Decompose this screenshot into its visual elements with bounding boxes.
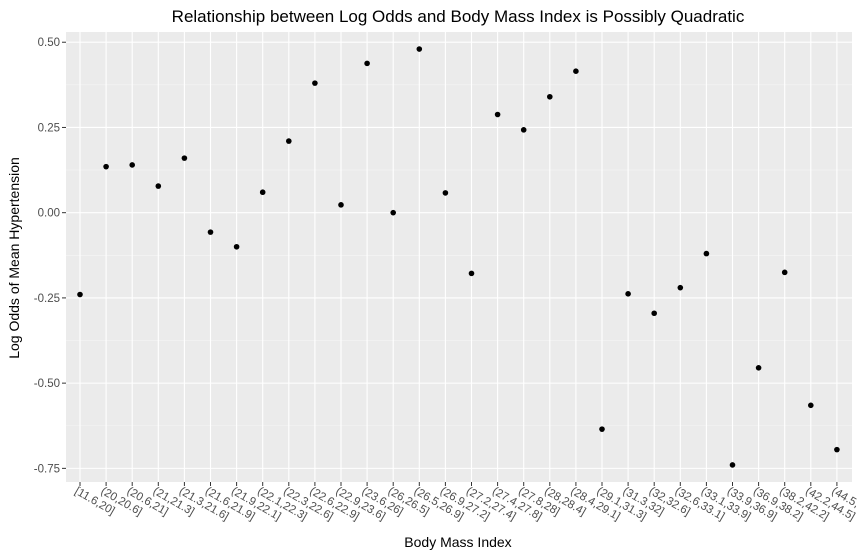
data-point [494, 111, 501, 118]
data-point [755, 364, 762, 371]
data-point [520, 127, 527, 133]
y-axis-title: Log Odds of Mean Hypertension [6, 157, 22, 359]
data-point [416, 46, 423, 52]
data-point [781, 269, 788, 276]
y-tick-label: -0.50 [34, 378, 60, 390]
data-point [677, 284, 684, 291]
data-points [77, 46, 840, 468]
data-point [834, 446, 840, 453]
chart-title: Relationship between Log Odds and Body M… [172, 7, 745, 26]
data-point [808, 402, 814, 409]
x-axis-title: Body Mass Index [404, 534, 511, 550]
y-tick-label: 0.50 [38, 37, 60, 49]
data-point [729, 462, 736, 468]
data-point [103, 163, 109, 170]
y-tick-label: 0.25 [38, 122, 60, 134]
data-point [312, 80, 318, 86]
plot-panel [66, 32, 852, 482]
data-point [573, 68, 579, 75]
data-point [286, 138, 292, 144]
x-axis: [11.6,20](20,20.6](20.6,21](21,21.3](21.… [73, 482, 861, 523]
data-point [155, 183, 162, 189]
data-point [390, 209, 397, 216]
data-point [364, 60, 370, 67]
data-point [207, 229, 214, 235]
y-axis: -0.75 -0.50 -0.25 0.00 0.25 0.50 [34, 37, 66, 475]
data-point [259, 189, 266, 196]
data-point [129, 162, 135, 168]
data-point [338, 202, 344, 208]
data-point [625, 291, 631, 297]
data-point [442, 190, 449, 196]
y-tick-label: 0.00 [38, 208, 60, 220]
data-point [77, 291, 83, 298]
data-point [468, 270, 475, 277]
data-point [233, 243, 240, 250]
data-point [651, 310, 657, 317]
y-tick-label: -0.25 [34, 293, 60, 305]
data-point [181, 155, 188, 161]
data-point [599, 426, 605, 432]
major-gridlines [66, 32, 852, 482]
y-tick-label: -0.75 [34, 463, 60, 475]
data-point [703, 250, 710, 257]
data-point [547, 93, 553, 100]
minor-gridlines [66, 84, 852, 427]
